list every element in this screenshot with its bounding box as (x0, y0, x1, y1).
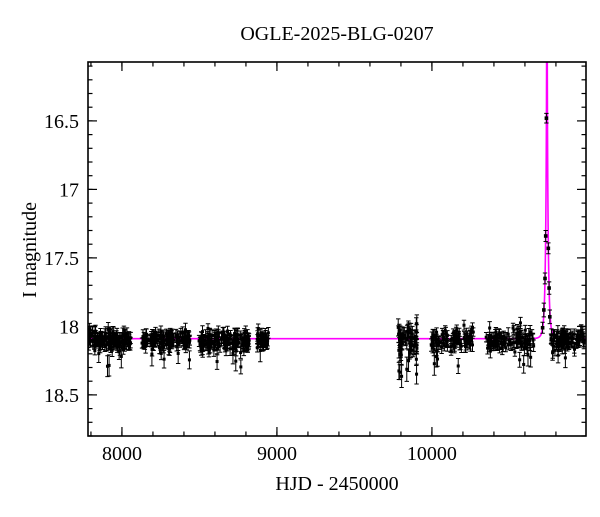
svg-text:8000: 8000 (102, 443, 142, 465)
svg-text:17.5: 17.5 (44, 248, 79, 270)
svg-text:9000: 9000 (257, 443, 297, 465)
plot-frame (87, 61, 587, 437)
magnified-data-points (540, 112, 553, 334)
plot-title: OGLE-2025-BLG-0207 (240, 23, 433, 45)
data-points (88, 314, 586, 389)
svg-text:10000: 10000 (407, 443, 457, 465)
svg-text:18.5: 18.5 (44, 385, 79, 407)
x-axis-label: HJD - 2450000 (275, 473, 398, 495)
svg-text:17: 17 (59, 179, 79, 201)
plot-area (88, 62, 586, 389)
axis-tick-labels: 8000 9000 10000 16.5 17 17.5 18 18.5 (44, 111, 457, 465)
svg-text:18: 18 (59, 316, 79, 338)
model-curve (88, 62, 586, 340)
axis-ticks (88, 62, 586, 437)
svg-text:16.5: 16.5 (44, 111, 79, 133)
y-axis-label: I magnitude (19, 202, 41, 298)
